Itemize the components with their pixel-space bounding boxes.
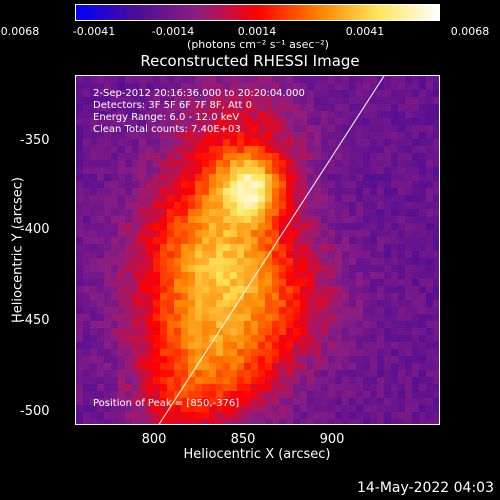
colorbar-tick-label: 0.0068: [450, 25, 490, 38]
x-axis-label: Heliocentric X (arcsec): [183, 447, 331, 462]
x-tick-label: 800: [141, 432, 167, 447]
x-tick-label: 850: [230, 432, 256, 447]
solar-heatmap: [76, 76, 439, 424]
plot-title: Reconstructed RHESSI Image: [140, 52, 360, 70]
colorbar-tick-label: -0.0014: [151, 25, 195, 38]
y-tick-label: -350: [20, 133, 50, 148]
image-plot: [75, 75, 440, 425]
peak-position-label: Position of Peak = [850,-376]: [93, 398, 240, 409]
colorbar: [75, 4, 440, 21]
colorbar-tick-label: -0.0068: [0, 25, 40, 38]
time-range-label: 2-Sep-2012 20:16:36.000 to 20:20:04.000: [93, 88, 305, 99]
detectors-label: Detectors: 3F 5F 6F 7F 8F, Att 0: [93, 100, 253, 111]
colorbar-tick-label: 0.0041: [345, 25, 385, 38]
y-tick-label: -400: [20, 222, 50, 237]
y-tick-label: -500: [20, 404, 50, 419]
heatmap-cells: [76, 76, 439, 424]
y-tick-label: -450: [20, 313, 50, 328]
timestamp: 14-May-2022 04:03: [356, 480, 494, 496]
colorbar-tick-label: 0.0014: [237, 25, 277, 38]
colorbar-units: (photons cm⁻² s⁻¹ asec⁻²): [187, 38, 329, 51]
solar-limb-line: [158, 76, 385, 424]
x-tick-label: 900: [319, 432, 345, 447]
energy-range-label: Energy Range: 6.0 - 12.0 keV: [93, 112, 240, 123]
colorbar-tick-label: -0.0041: [72, 25, 116, 38]
y-axis-label: Heliocentric Y (arcsec): [10, 177, 26, 323]
clean-counts-label: Clean Total counts: 7.40E+03: [93, 124, 241, 135]
